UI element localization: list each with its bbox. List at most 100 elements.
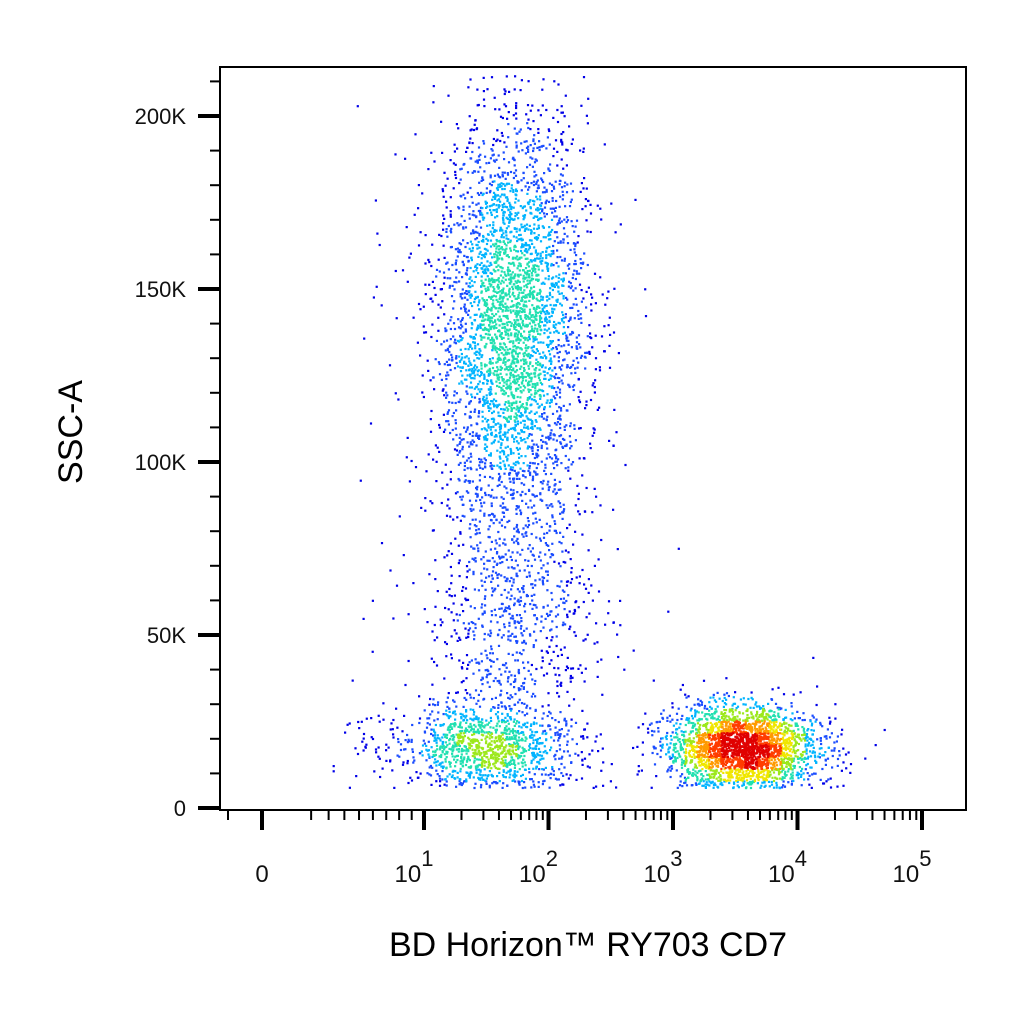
data-point xyxy=(678,784,682,787)
data-point xyxy=(509,555,512,558)
data-point xyxy=(489,245,493,248)
data-point xyxy=(469,373,472,376)
data-point xyxy=(817,755,820,758)
data-point xyxy=(556,421,559,424)
data-point xyxy=(565,443,568,446)
data-point xyxy=(561,174,564,177)
data-point xyxy=(479,209,482,212)
data-point xyxy=(573,317,576,320)
data-point xyxy=(437,258,440,261)
data-point xyxy=(524,228,527,231)
data-point xyxy=(477,550,480,553)
data-point xyxy=(431,300,434,303)
data-point xyxy=(637,770,640,773)
data-point xyxy=(476,357,479,360)
data-point xyxy=(516,575,519,578)
data-point xyxy=(804,745,807,748)
data-point xyxy=(564,316,567,319)
data-point xyxy=(560,158,563,161)
data-point xyxy=(519,249,523,253)
data-point xyxy=(495,435,498,438)
data-point xyxy=(564,350,567,353)
data-point xyxy=(510,594,513,597)
data-point xyxy=(446,696,449,699)
data-point xyxy=(568,385,571,389)
data-point xyxy=(452,438,455,441)
data-point xyxy=(423,730,426,733)
data-point xyxy=(579,664,582,667)
data-point xyxy=(502,232,505,235)
data-point xyxy=(551,553,555,556)
data-point xyxy=(513,323,516,327)
data-point xyxy=(536,257,539,260)
data-point xyxy=(541,269,544,272)
data-point xyxy=(438,784,442,787)
data-point xyxy=(493,560,496,563)
data-point xyxy=(478,263,482,266)
data-point xyxy=(490,614,494,617)
data-point xyxy=(516,359,519,362)
data-point xyxy=(760,707,763,710)
data-point xyxy=(565,366,569,369)
data-point xyxy=(558,540,561,544)
data-point xyxy=(498,681,501,684)
data-point xyxy=(510,217,513,220)
data-point xyxy=(545,436,548,439)
data-point xyxy=(480,502,483,505)
data-point xyxy=(557,720,560,724)
data-point xyxy=(660,737,663,740)
data-point xyxy=(507,111,510,114)
data-point xyxy=(410,740,413,743)
data-point xyxy=(571,667,575,670)
data-point xyxy=(537,754,540,757)
data-point xyxy=(440,378,443,381)
data-point xyxy=(411,723,414,727)
data-point xyxy=(531,479,534,482)
data-point xyxy=(531,304,534,307)
data-point xyxy=(557,344,560,347)
data-point xyxy=(501,614,504,617)
data-point xyxy=(498,108,501,111)
data-point xyxy=(450,359,454,362)
data-point xyxy=(556,731,559,734)
data-point xyxy=(509,247,512,250)
data-point xyxy=(506,445,509,448)
data-point xyxy=(567,551,570,554)
data-point xyxy=(490,580,493,583)
data-point xyxy=(497,422,500,425)
data-point xyxy=(505,367,508,371)
data-point xyxy=(465,378,468,381)
data-point xyxy=(450,775,453,779)
data-point xyxy=(538,388,541,391)
data-point xyxy=(455,433,458,437)
data-point xyxy=(475,525,478,528)
data-point xyxy=(492,268,495,271)
data-point xyxy=(557,733,560,736)
data-point xyxy=(499,467,502,470)
data-point xyxy=(521,379,524,382)
data-point xyxy=(640,769,643,772)
data-point xyxy=(522,177,525,180)
data-point xyxy=(529,199,532,202)
data-point xyxy=(491,312,494,316)
data-point xyxy=(558,415,561,418)
data-point xyxy=(574,367,577,370)
data-point xyxy=(558,205,561,208)
data-point xyxy=(570,372,573,375)
data-point xyxy=(425,744,428,747)
data-point xyxy=(500,270,503,273)
data-point xyxy=(410,779,414,782)
data-point xyxy=(517,264,520,268)
data-point xyxy=(471,480,474,483)
data-point xyxy=(497,264,500,267)
data-point xyxy=(538,768,541,771)
data-point xyxy=(489,495,492,498)
data-point xyxy=(557,356,560,359)
data-point xyxy=(580,289,583,292)
data-point xyxy=(501,310,504,313)
data-point xyxy=(821,767,824,771)
data-point xyxy=(515,213,519,216)
data-point xyxy=(517,782,521,785)
data-point xyxy=(500,131,503,135)
data-point xyxy=(541,356,544,359)
